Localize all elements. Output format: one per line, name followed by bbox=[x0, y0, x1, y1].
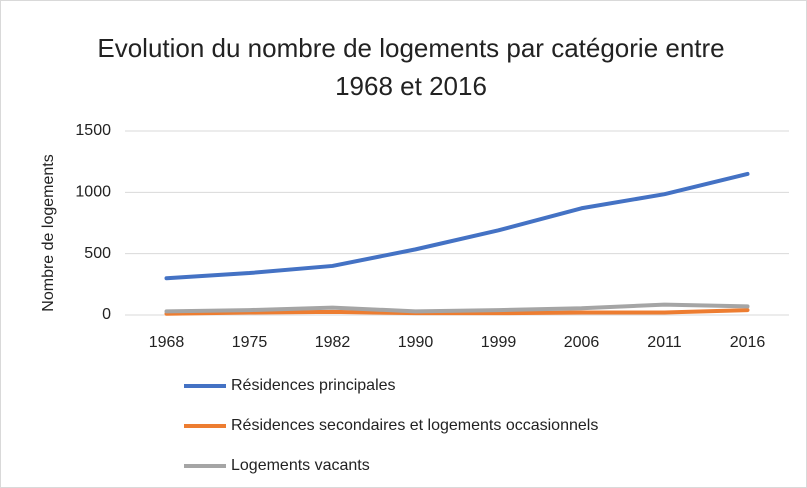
y-tick-label: 0 bbox=[102, 306, 111, 323]
series-line bbox=[164, 171, 750, 281]
x-tick-label: 2006 bbox=[564, 334, 600, 351]
series-line bbox=[164, 308, 750, 316]
y-tick-label: 1500 bbox=[75, 122, 111, 139]
y-tick-label: 1000 bbox=[75, 184, 111, 201]
x-tick-label: 1975 bbox=[232, 334, 268, 351]
legend-label: Logements vacants bbox=[231, 457, 370, 474]
x-tick-label: 1990 bbox=[398, 334, 434, 351]
y-axis-label: Nombre de logements bbox=[40, 154, 57, 311]
series-line bbox=[164, 302, 750, 314]
x-tick-label: 1968 bbox=[149, 334, 185, 351]
x-tick-label: 1982 bbox=[315, 334, 351, 351]
legend-label: Résidences secondaires et logements occa… bbox=[231, 417, 598, 434]
x-tick-label: 1999 bbox=[481, 334, 517, 351]
legend-label: Résidences principales bbox=[231, 377, 396, 394]
y-tick-label: 500 bbox=[84, 245, 111, 262]
x-tick-label: 2016 bbox=[730, 334, 766, 351]
x-tick-label: 2011 bbox=[647, 334, 682, 351]
chart-title: Evolution du nombre de logements par cat… bbox=[97, 33, 725, 101]
